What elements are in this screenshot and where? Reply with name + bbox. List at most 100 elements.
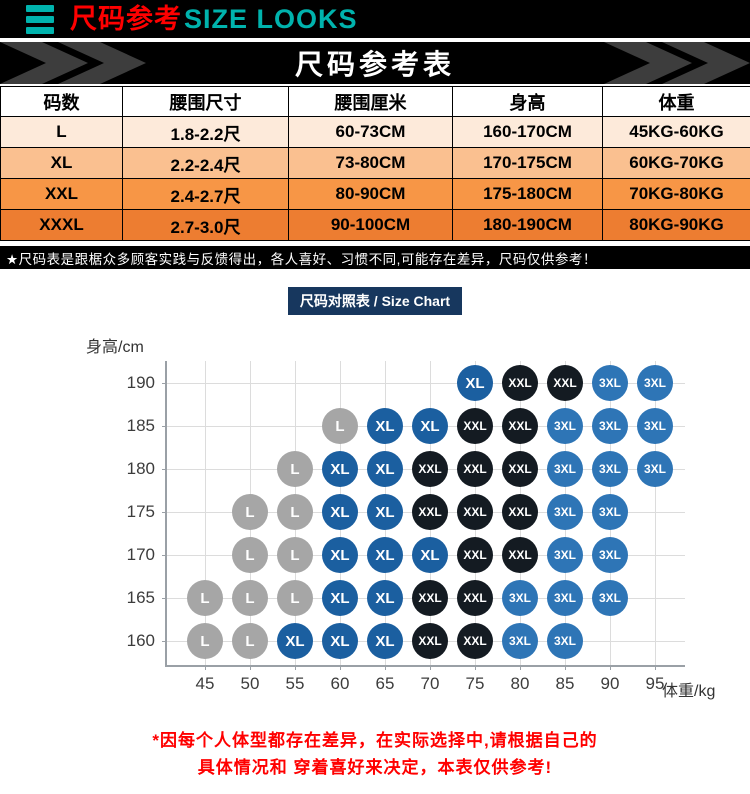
x-tick-label: 95 <box>645 674 665 693</box>
size-dot-l: L <box>277 451 313 487</box>
size-dot-xl: XL <box>412 408 448 444</box>
y-tick-label: 160 <box>126 631 155 650</box>
size-table-cell: 160-170CM <box>452 116 603 148</box>
gridline-vertical <box>655 361 656 665</box>
x-tick-label: 90 <box>600 674 620 693</box>
size-table-header: 体重 <box>602 86 750 117</box>
size-dot-3xl: 3XL <box>547 537 583 573</box>
x-tick-mark <box>205 665 206 670</box>
top-header: 尺码参考SIZE LOOKS <box>0 0 750 38</box>
y-tick-label: 190 <box>126 373 155 392</box>
x-tick-mark <box>385 665 386 670</box>
size-table-header-row: 码数 腰围尺寸 腰围厘米 身高 体重 <box>0 86 750 117</box>
size-dot-xl: XL <box>367 451 403 487</box>
x-tick-label: 65 <box>375 674 395 693</box>
page-title-cn: 尺码参考 <box>70 3 182 34</box>
size-dot-xl: XL <box>367 623 403 659</box>
size-dot-xxl: XXL <box>457 537 493 573</box>
x-tick-mark <box>250 665 251 670</box>
x-tick-mark <box>565 665 566 670</box>
page-title: 尺码参考SIZE LOOKS <box>70 3 358 34</box>
size-dot-xxl: XXL <box>457 451 493 487</box>
size-table-header: 身高 <box>452 86 603 117</box>
chart-plot: 45 50 55 60 65 70 75 80 85 90 95 190 185 180 175 170 165… <box>127 361 685 693</box>
size-table-row: XL 2.2-2.4尺 73-80CM 170-175CM 60KG-70KG <box>0 147 750 179</box>
y-tick-label: 185 <box>126 416 155 435</box>
size-table-cell: 2.4-2.7尺 <box>122 178 289 210</box>
y-tick-mark <box>162 512 167 513</box>
size-dot-3xl: 3XL <box>592 494 628 530</box>
x-tick-mark <box>295 665 296 670</box>
size-table-cell: 80KG-90KG <box>602 209 750 241</box>
x-tick-mark <box>655 665 656 670</box>
size-dot-l: L <box>322 408 358 444</box>
size-dot-xl: XL <box>277 623 313 659</box>
size-table-cell: 73-80CM <box>288 147 453 179</box>
x-tick-label: 85 <box>555 674 575 693</box>
size-dot-3xl: 3XL <box>502 580 538 616</box>
size-dot-3xl: 3XL <box>592 580 628 616</box>
x-axis-label: 体重/kg <box>662 683 716 700</box>
size-dot-xxl: XXL <box>457 580 493 616</box>
size-table-cell: XXL <box>0 178 123 210</box>
size-table-cell: 175-180CM <box>452 178 603 210</box>
page-title-en: SIZE LOOKS <box>184 3 358 34</box>
x-tick-label: 70 <box>420 674 440 693</box>
size-table-cell: L <box>0 116 123 148</box>
y-tick-mark <box>162 383 167 384</box>
size-dot-xl: XL <box>457 365 493 401</box>
size-dot-3xl: 3XL <box>502 623 538 659</box>
size-dot-xxl: XXL <box>412 623 448 659</box>
size-dot-3xl: 3XL <box>592 537 628 573</box>
x-tick-mark <box>610 665 611 670</box>
x-tick-mark <box>430 665 431 670</box>
size-dot-xxl: XXL <box>502 537 538 573</box>
size-dot-3xl: 3XL <box>547 623 583 659</box>
size-dot-l: L <box>277 494 313 530</box>
size-table-cell: 180-190CM <box>452 209 603 241</box>
x-tick-mark <box>340 665 341 670</box>
x-tick-label: 50 <box>240 674 260 693</box>
y-tick-mark <box>162 598 167 599</box>
size-dot-3xl: 3XL <box>547 408 583 444</box>
size-dot-xl: XL <box>322 537 358 573</box>
size-dot-xl: XL <box>322 494 358 530</box>
gridline-horizontal <box>167 383 685 384</box>
size-table-cell: 1.8-2.2尺 <box>122 116 289 148</box>
x-tick-label: 60 <box>330 674 350 693</box>
size-dot-3xl: 3XL <box>637 365 673 401</box>
size-table-header: 腰围尺寸 <box>122 86 289 117</box>
size-dot-l: L <box>232 494 268 530</box>
size-dot-xl: XL <box>367 494 403 530</box>
size-table-cell: XL <box>0 147 123 179</box>
y-axis-label: 身高/cm <box>86 339 144 356</box>
size-dot-l: L <box>277 537 313 573</box>
y-tick-label: 180 <box>126 459 155 478</box>
footer-disclaimer: *因每个人体型都存在差异，在实际选择中,请根据自己的 具体情况和 穿着喜好来决定… <box>0 727 750 781</box>
y-tick-label: 170 <box>126 545 155 564</box>
size-table-header: 腰围厘米 <box>288 86 453 117</box>
y-tick-label: 175 <box>126 502 155 521</box>
size-dot-3xl: 3XL <box>592 365 628 401</box>
size-dot-xxl: XXL <box>412 451 448 487</box>
y-tick-label: 165 <box>126 588 155 607</box>
x-tick-label: 55 <box>285 674 305 693</box>
size-dot-l: L <box>232 623 268 659</box>
size-table-cell: 60-73CM <box>288 116 453 148</box>
size-dot-xxl: XXL <box>502 451 538 487</box>
size-dot-xxl: XXL <box>502 408 538 444</box>
size-note-bar: ★尺码表是跟椐众多顾客实践与反馈得出，各人喜好、习惯不同,可能存在差异，尺码仅供… <box>0 246 750 269</box>
size-dot-3xl: 3XL <box>637 451 673 487</box>
size-table-cell: 2.2-2.4尺 <box>122 147 289 179</box>
chart-badge-wrap: 尺码对照表 / Size Chart <box>0 287 750 315</box>
size-dot-l: L <box>187 623 223 659</box>
size-table-cell: 80-90CM <box>288 178 453 210</box>
y-tick-mark <box>162 555 167 556</box>
size-dot-xl: XL <box>367 408 403 444</box>
size-table-cell: 2.7-3.0尺 <box>122 209 289 241</box>
x-tick-label: 45 <box>195 674 215 693</box>
size-dot-3xl: 3XL <box>547 494 583 530</box>
x-tick-mark <box>475 665 476 670</box>
chevron-pattern-right-icon <box>604 42 750 84</box>
y-tick-mark <box>162 641 167 642</box>
